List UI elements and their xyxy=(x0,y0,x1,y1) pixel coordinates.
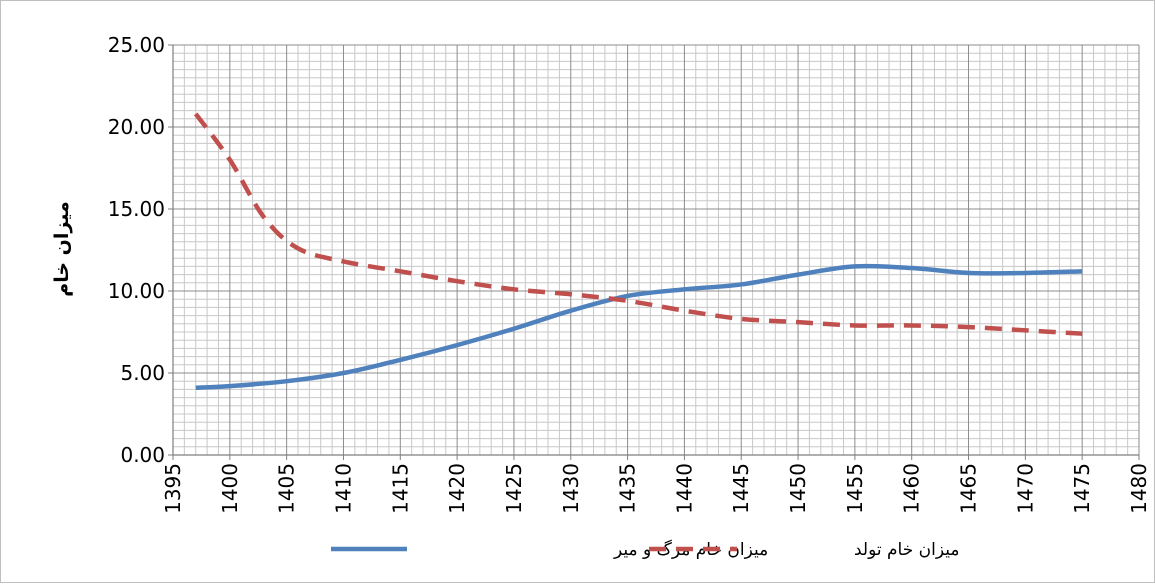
series-group xyxy=(193,112,1083,391)
x-tick-label: 1395 xyxy=(161,463,185,514)
y-axis-label-group: میزان خام xyxy=(51,201,73,296)
x-tick-label: 1425 xyxy=(502,463,526,514)
y-tick-label: 15.00 xyxy=(108,197,165,221)
x-tick-label: 1475 xyxy=(1070,463,1094,514)
y-tick-label: 20.00 xyxy=(108,115,165,139)
x-tick-label: 1405 xyxy=(275,463,299,514)
x-tick-label: 1415 xyxy=(388,463,412,514)
x-tick-label: 1480 xyxy=(1127,463,1151,514)
y-axis-label: میزان خام xyxy=(51,201,73,296)
y-tick-label: 25.00 xyxy=(108,33,165,57)
x-tick-label: 1470 xyxy=(1013,463,1037,514)
x-tick-label: 1450 xyxy=(786,463,810,514)
x-tick-label: 1465 xyxy=(957,463,981,514)
x-tick-label: 1420 xyxy=(445,463,469,514)
x-tick-label: 1455 xyxy=(843,463,867,514)
grid xyxy=(172,44,1140,456)
y-tick-label: 0.00 xyxy=(120,443,165,467)
series-line-birth xyxy=(193,112,1083,336)
x-tick-label: 1440 xyxy=(672,463,696,514)
y-tick-label: 10.00 xyxy=(108,279,165,303)
x-tick-label: 1410 xyxy=(331,463,355,514)
series-line-mortality xyxy=(195,263,1083,391)
x-tick-label: 1445 xyxy=(729,463,753,514)
x-tick-label: 1400 xyxy=(218,463,242,514)
x-tick-label: 1430 xyxy=(559,463,583,514)
legend-label-birth: میزان خام تولد xyxy=(854,540,959,560)
axes: 0.00 5.00 10.00 15.00 20.00 25.00 1395 1400 1405… xyxy=(108,33,1151,514)
x-tick-label: 1435 xyxy=(616,463,640,514)
x-tick-label: 1460 xyxy=(900,463,924,514)
y-tick-label: 5.00 xyxy=(120,361,165,385)
